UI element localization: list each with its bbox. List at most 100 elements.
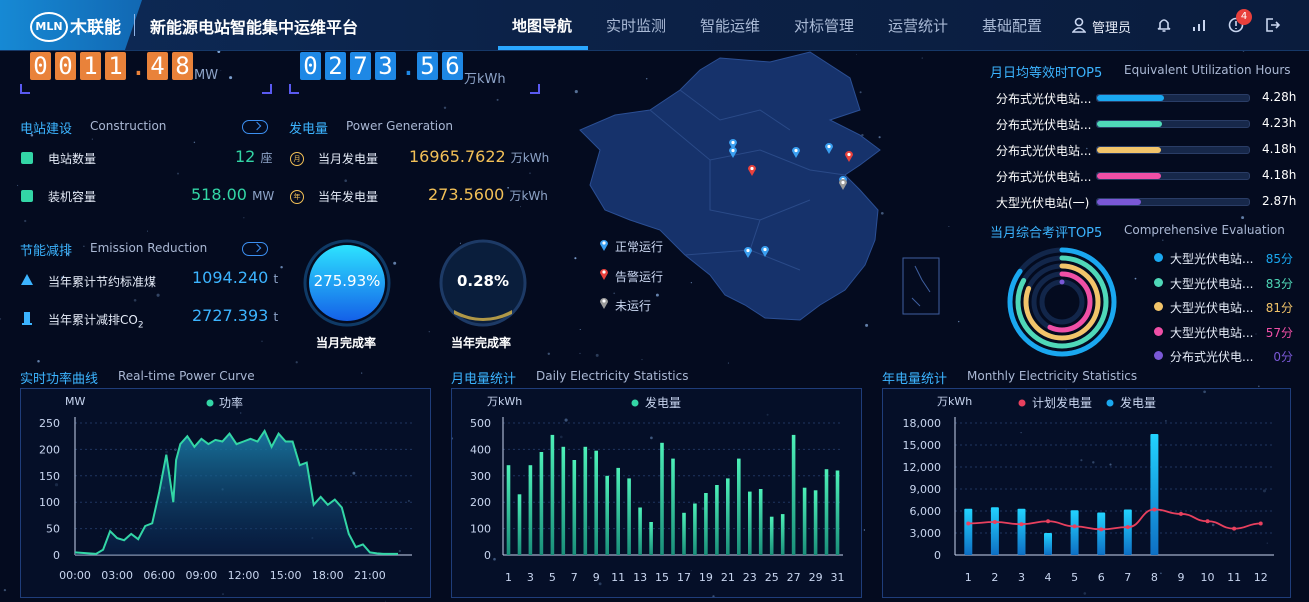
nav-config[interactable]: 基础配置 [982, 17, 1043, 35]
map-pin[interactable] [825, 143, 833, 154]
power-curve-chart[interactable]: MW 功率 0 50 100 150 200 250 00:00 03:00 06:00 09:00 1… [20, 388, 430, 598]
star [229, 76, 233, 80]
bell-icon[interactable] [1157, 17, 1171, 33]
x-tick-label: 15:00 [270, 569, 302, 582]
y-tick-label: 400 [470, 443, 491, 456]
construction-expand-toggle[interactable] [242, 120, 268, 134]
star [727, 362, 729, 364]
star [861, 133, 864, 137]
china-map[interactable] [560, 50, 980, 380]
legend-alarm-label: 告警运行 [615, 270, 664, 284]
top5-station-name[interactable]: 分布式光伏电站... [996, 118, 1091, 132]
map-station-pins[interactable] [729, 139, 853, 258]
top5-station-name[interactable]: 分布式光伏电站... [996, 170, 1091, 184]
x-tick-label: 17 [677, 571, 691, 584]
x-tick-label: 19 [699, 571, 713, 584]
coal-icon [21, 274, 33, 285]
month-completion-label: 当月完成率 [316, 336, 377, 350]
username[interactable]: 管理员 [1092, 21, 1132, 36]
map-pin[interactable] [792, 147, 800, 158]
power-line [74, 428, 398, 555]
evaluation-station-name[interactable]: 大型光伏电站... [1170, 276, 1254, 291]
top5-bar-fill [1097, 121, 1163, 127]
power-counter-digit: . [130, 49, 147, 82]
y-tick-label: 300 [470, 470, 491, 483]
map-pin[interactable] [761, 246, 769, 257]
station-count-label: 电站数量 [48, 152, 97, 166]
daily-bar [506, 465, 511, 555]
active-nav-indicator [498, 46, 588, 50]
map-pin[interactable] [729, 139, 737, 150]
evaluation-station-name[interactable]: 大型光伏电站... [1170, 325, 1254, 340]
nav-smart-ops[interactable]: 智能运维 [700, 17, 761, 35]
y-tick-label: 250 [39, 417, 60, 430]
star [30, 134, 34, 137]
daily-bar [572, 460, 577, 555]
x-tick-label: 9 [593, 571, 600, 584]
daily-bar [758, 489, 763, 555]
generation-subtitle: Power Generation [346, 119, 454, 133]
x-tick-label: 12 [1254, 571, 1268, 584]
star [393, 261, 397, 265]
generation-counter-digit: 2 [325, 52, 346, 80]
evaluation-dot [1154, 351, 1163, 360]
daily-bar [715, 485, 719, 555]
x-tick-label: 25 [765, 571, 779, 584]
star [863, 529, 866, 531]
generation-counter-digit: 0 [300, 52, 321, 80]
star [690, 282, 692, 284]
evaluation-station-name[interactable]: 大型光伏电站... [1170, 252, 1254, 266]
top5-value: 4.23h [1262, 116, 1297, 130]
star [65, 243, 68, 246]
y-tick-label: 0 [53, 549, 60, 562]
month-icon: 月 [290, 152, 304, 166]
nav-realtime[interactable]: 实时监测 [606, 17, 667, 35]
top5-station-name[interactable]: 分布式光伏电站... [996, 92, 1091, 106]
nav-statistics[interactable]: 运营统计 [888, 17, 949, 35]
year-icon: 年 [290, 190, 304, 204]
x-tick-label: 27 [787, 571, 801, 584]
daily-bar [539, 452, 544, 555]
map-pin-shape [792, 147, 800, 158]
monthly-bar [990, 507, 999, 555]
map-pin[interactable] [839, 179, 847, 190]
map-pin[interactable] [744, 247, 752, 258]
plan-point [1125, 525, 1130, 530]
actual-legend-label: 发电量 [1120, 395, 1156, 410]
logout-icon[interactable] [1265, 17, 1281, 33]
nav-map[interactable]: 地图导航 [512, 17, 573, 35]
monthly-electricity-chart[interactable]: 万kWh 计划发电量 发电量 0 3,000 6,000 9,000 12,000 15,000… [882, 388, 1290, 598]
map-pin-dot [746, 248, 750, 253]
power-counter-digit: 8 [172, 52, 193, 80]
star [574, 257, 577, 260]
daily-bar [605, 475, 609, 555]
map-pin[interactable] [729, 147, 737, 158]
nav-benchmark[interactable]: 对标管理 [794, 17, 855, 35]
star [361, 372, 363, 374]
signal-icon[interactable] [1192, 18, 1208, 32]
emission-expand-toggle[interactable] [242, 242, 268, 256]
star [24, 219, 27, 223]
map-pin[interactable] [748, 165, 756, 176]
map-pin-shape [839, 179, 847, 190]
daily-bar [583, 446, 588, 555]
year-generation-value: 273.5600 万kWh [428, 185, 548, 204]
top5-station-name[interactable]: 大型光伏电站(一) [996, 196, 1090, 210]
top5-station-name[interactable]: 分布式光伏电站... [996, 144, 1091, 158]
star [641, 359, 643, 361]
monthly-stats-subtitle: Monthly Electricity Statistics [967, 369, 1138, 383]
evaluation-station-name[interactable]: 分布式光伏电... [1170, 350, 1254, 364]
monthly-bar [1017, 508, 1026, 555]
y-tick-label: 9,000 [910, 483, 942, 496]
x-tick-label: 2 [991, 571, 998, 584]
ring-arc [1023, 263, 1101, 341]
header-divider [134, 14, 135, 36]
plan-point [1205, 519, 1210, 524]
user-icon[interactable] [1072, 17, 1086, 33]
plan-point [966, 521, 971, 526]
y-tick-label: 12,000 [903, 461, 942, 474]
x-tick-label: 13 [633, 571, 647, 584]
evaluation-station-name[interactable]: 大型光伏电站... [1170, 301, 1254, 315]
map-pin[interactable] [845, 151, 853, 162]
